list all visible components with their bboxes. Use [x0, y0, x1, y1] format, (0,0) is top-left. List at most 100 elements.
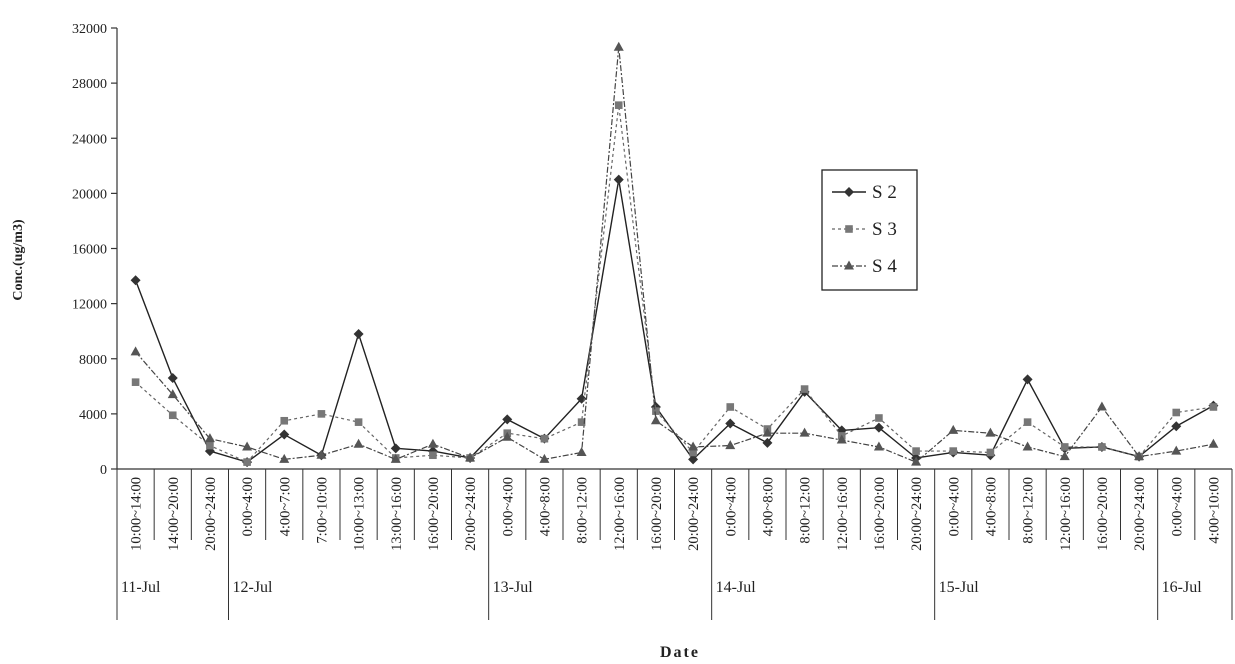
- point: [762, 427, 773, 437]
- x-tick-label: 8:00~12:00: [575, 477, 591, 544]
- point: [130, 346, 141, 356]
- x-tick-label: 12:00~16:00: [612, 477, 628, 551]
- day-label: 13-Jul: [493, 579, 534, 596]
- point: [1022, 374, 1033, 385]
- y-tick-label: 24000: [72, 132, 107, 147]
- point: [873, 441, 884, 451]
- point: [1208, 438, 1219, 448]
- point: [1171, 421, 1182, 432]
- point: [576, 446, 587, 456]
- point: [539, 453, 550, 463]
- series-s3: [131, 101, 1218, 466]
- y-tick-label: 12000: [72, 298, 107, 313]
- point: [353, 438, 364, 448]
- x-tick-label: 4:00~8:00: [537, 477, 553, 536]
- point: [1098, 443, 1106, 451]
- legend-label: S 2: [872, 182, 897, 203]
- point: [502, 431, 513, 441]
- point: [427, 438, 438, 448]
- point: [390, 453, 401, 463]
- series-line: [134, 178, 1214, 463]
- legend-label: S 4: [872, 256, 897, 277]
- point: [130, 275, 141, 286]
- legend: S 2 S 3 S 4: [821, 169, 918, 291]
- x-tick-label: 4:00~10:00: [1206, 477, 1222, 544]
- point: [844, 260, 854, 270]
- y-tick-label: 8000: [79, 353, 107, 368]
- point: [688, 441, 699, 451]
- day-label: 11-Jul: [121, 579, 161, 596]
- y-tick-label: 4000: [79, 408, 107, 423]
- point: [948, 424, 959, 434]
- point: [204, 433, 215, 443]
- point: [242, 441, 253, 451]
- point: [317, 410, 326, 418]
- point: [799, 427, 810, 437]
- x-tick-label: 0:00~4:00: [946, 477, 962, 536]
- x-tick-label: 0:00~4:00: [500, 477, 516, 536]
- x-tick-label: 16:00~20:00: [426, 477, 442, 551]
- point: [725, 440, 736, 450]
- point: [540, 434, 549, 443]
- x-axis-title: Date: [660, 644, 700, 661]
- series-s2: [130, 174, 1219, 468]
- point: [354, 418, 363, 426]
- point: [986, 448, 995, 457]
- legend-label: S 3: [872, 219, 897, 240]
- legend-box: [821, 169, 918, 291]
- point: [1096, 401, 1107, 411]
- x-tick-label: 14:00~20:00: [166, 477, 182, 551]
- point: [167, 389, 178, 399]
- point: [1023, 418, 1032, 426]
- point: [613, 174, 624, 185]
- point: [1059, 451, 1070, 461]
- point: [168, 411, 177, 420]
- y-axis: 0 4000 8000 12000 16000 20000 24000 28000 32000: [72, 22, 118, 478]
- x-tick-label: 4:00~7:00: [277, 477, 293, 536]
- point: [353, 328, 364, 339]
- point: [577, 418, 586, 426]
- point: [1209, 403, 1218, 411]
- point: [279, 453, 290, 463]
- x-tick-label: 10:00~14:00: [129, 477, 145, 551]
- y-tick-label: 32000: [72, 22, 107, 37]
- point: [131, 378, 140, 386]
- point: [429, 451, 437, 460]
- x-tick-label: 16:00~20:00: [1095, 477, 1111, 551]
- y-tick-label: 28000: [72, 77, 107, 92]
- point: [1022, 441, 1033, 451]
- point: [390, 443, 401, 454]
- series-line: [135, 104, 1214, 463]
- x-tick-label: 12:00~16:00: [1058, 477, 1074, 551]
- point: [762, 437, 773, 448]
- y-tick-label: 16000: [72, 243, 107, 258]
- x-tick-label: 8:00~12:00: [798, 477, 814, 544]
- x-tick-label: 0:00~4:00: [1169, 477, 1185, 536]
- day-label: 14-Jul: [716, 579, 757, 596]
- point: [316, 449, 327, 459]
- point: [279, 429, 290, 440]
- x-tick-label: 4:00~8:00: [983, 477, 999, 536]
- legend-item: S 3: [832, 219, 897, 240]
- x-tick-label: 8:00~12:00: [1021, 477, 1037, 544]
- series-layer: [130, 41, 1219, 468]
- day-label: 15-Jul: [939, 579, 980, 596]
- point: [206, 441, 214, 450]
- y-tick-label: 20000: [72, 187, 107, 202]
- x-tick-label: 20:00~24:00: [203, 477, 219, 551]
- point: [1060, 443, 1069, 451]
- point: [875, 414, 883, 422]
- point: [873, 422, 884, 433]
- point: [688, 454, 699, 465]
- x-tick-label: 13:00~16:00: [389, 477, 405, 551]
- point: [689, 448, 697, 457]
- point: [836, 434, 847, 444]
- y-axis-title: Conc.(ug/m3): [11, 219, 26, 301]
- point: [911, 456, 922, 466]
- x-tick-label: 4:00~8:00: [760, 477, 776, 536]
- x-tick-label: 20:00~24:00: [463, 477, 479, 551]
- point: [800, 385, 809, 393]
- point: [726, 403, 735, 411]
- day-label: 16-Jul: [1162, 579, 1203, 596]
